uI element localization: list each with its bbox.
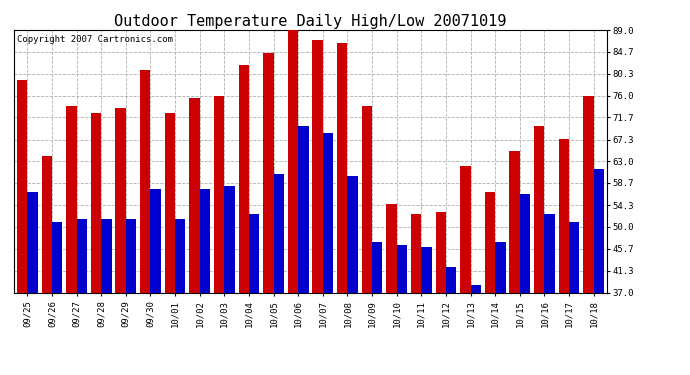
Bar xyxy=(298,126,308,292)
Bar xyxy=(544,214,555,292)
Bar xyxy=(239,65,249,292)
Bar xyxy=(263,53,273,292)
Bar xyxy=(140,70,150,292)
Bar xyxy=(17,81,28,292)
Bar xyxy=(189,98,199,292)
Bar xyxy=(28,192,38,292)
Bar xyxy=(362,106,372,292)
Bar xyxy=(593,169,604,292)
Bar xyxy=(435,212,446,292)
Bar xyxy=(348,176,358,292)
Bar xyxy=(165,113,175,292)
Bar xyxy=(66,106,77,292)
Bar xyxy=(422,247,432,292)
Bar xyxy=(485,192,495,292)
Bar xyxy=(386,204,397,292)
Bar xyxy=(101,219,112,292)
Bar xyxy=(534,126,544,292)
Bar xyxy=(214,96,224,292)
Bar xyxy=(288,30,298,292)
Bar xyxy=(273,174,284,292)
Bar xyxy=(126,219,136,292)
Bar xyxy=(509,151,520,292)
Bar xyxy=(583,96,593,292)
Text: Copyright 2007 Cartronics.com: Copyright 2007 Cartronics.com xyxy=(17,35,172,44)
Bar xyxy=(495,242,506,292)
Bar xyxy=(446,267,456,292)
Bar xyxy=(471,285,481,292)
Bar xyxy=(520,194,530,292)
Bar xyxy=(569,222,580,292)
Title: Outdoor Temperature Daily High/Low 20071019: Outdoor Temperature Daily High/Low 20071… xyxy=(115,14,506,29)
Bar xyxy=(150,189,161,292)
Bar xyxy=(397,244,407,292)
Bar xyxy=(460,166,471,292)
Bar xyxy=(77,219,87,292)
Bar xyxy=(249,214,259,292)
Bar xyxy=(199,189,210,292)
Bar xyxy=(323,134,333,292)
Bar xyxy=(115,108,126,292)
Bar xyxy=(91,113,101,292)
Bar xyxy=(559,138,569,292)
Bar xyxy=(411,214,422,292)
Bar xyxy=(41,156,52,292)
Bar xyxy=(372,242,382,292)
Bar xyxy=(175,219,186,292)
Bar xyxy=(337,43,348,292)
Bar xyxy=(313,40,323,292)
Bar xyxy=(224,186,235,292)
Bar xyxy=(52,222,62,292)
